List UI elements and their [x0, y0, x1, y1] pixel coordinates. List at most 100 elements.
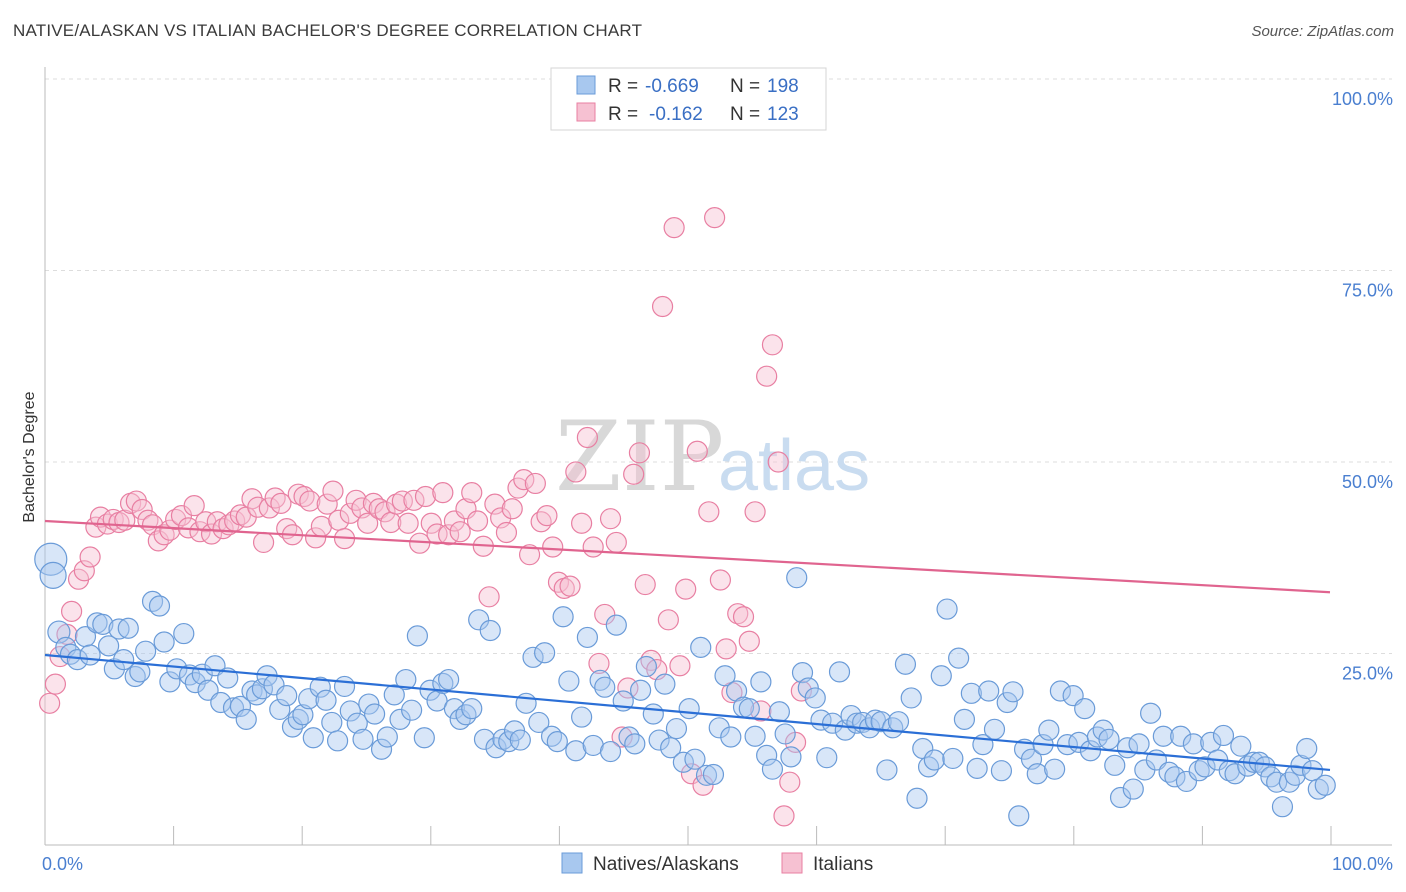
y-tick-label: 75.0% [1342, 281, 1393, 301]
italians-point [651, 295, 674, 318]
natives-point [395, 668, 417, 691]
italians-point [704, 207, 726, 229]
italians-point [623, 463, 645, 485]
bottom-legend: Natives/Alaskans Italians [561, 852, 873, 875]
natives-point [887, 711, 910, 733]
italians-point [530, 511, 552, 533]
italians-point [322, 480, 344, 502]
legend-r-label-1: R = [608, 76, 638, 97]
natives-point [1314, 774, 1336, 796]
natives-point [1278, 771, 1300, 793]
natives-point [870, 711, 892, 733]
natives-point [725, 680, 748, 702]
natives-point [750, 671, 772, 693]
natives-point [1098, 728, 1120, 750]
bottom-legend-natives: Natives/Alaskans [593, 854, 739, 875]
italians-trend-line [44, 519, 1331, 594]
natives-point [1079, 740, 1102, 762]
natives-point [479, 619, 501, 642]
italians-point [779, 771, 801, 793]
natives-point [1002, 681, 1024, 703]
natives-point [389, 708, 411, 730]
italians-point [478, 586, 500, 608]
natives-point [485, 737, 507, 759]
gridlines [45, 78, 1392, 654]
italians-point [611, 726, 633, 748]
natives-point [1188, 760, 1210, 782]
natives-point [522, 646, 544, 668]
natives-point [882, 717, 904, 739]
legend-r-value-1: -0.669 [645, 76, 699, 97]
natives-trend-line [44, 653, 1331, 772]
natives-point [1284, 764, 1306, 786]
series-natives-points [34, 542, 1336, 827]
natives-point [948, 647, 970, 669]
natives-point [302, 727, 324, 749]
italians-point [773, 805, 795, 827]
italians-point [183, 495, 205, 517]
natives-point [246, 684, 268, 706]
natives-point [1049, 680, 1072, 702]
italians-point [39, 692, 61, 714]
natives-point [298, 688, 320, 710]
natives-point [1212, 724, 1235, 747]
natives-point [900, 687, 922, 709]
natives-point [906, 787, 928, 809]
natives-point [774, 723, 796, 745]
italians-point [131, 498, 153, 521]
natives-point [79, 644, 101, 666]
italians-point [495, 521, 518, 544]
natives-point [629, 679, 652, 701]
italians-point [536, 505, 558, 527]
italians-point [588, 652, 610, 675]
italians-point [339, 502, 361, 524]
natives-point [461, 698, 483, 720]
italians-point [761, 334, 784, 356]
bottom-legend-swatch-natives [561, 852, 583, 874]
series-italians-points [39, 207, 812, 827]
italians-point [299, 490, 321, 512]
legend-r-label-2: R = [608, 104, 638, 125]
natives-point [786, 567, 808, 589]
natives-point [235, 708, 257, 730]
natives-point [708, 717, 730, 739]
italians-point [60, 600, 83, 622]
natives-point [98, 635, 120, 657]
natives-point [654, 673, 676, 695]
natives-point [1122, 778, 1144, 800]
natives-point [552, 606, 574, 628]
natives-point [720, 726, 742, 748]
italians-point [767, 451, 789, 473]
y-tick-label: 50.0% [1342, 472, 1393, 492]
natives-point [528, 711, 550, 734]
italians-point [744, 501, 766, 523]
natives-point [665, 717, 688, 740]
natives-point [690, 636, 712, 658]
italians-point [565, 461, 587, 483]
italians-point [258, 497, 280, 519]
natives-point [269, 698, 291, 721]
italians-point [357, 512, 379, 534]
italians-point [165, 508, 187, 531]
italians-point [449, 521, 471, 543]
italians-point [686, 440, 708, 462]
italians-point [247, 496, 269, 518]
italians-point [414, 485, 437, 508]
natives-point [744, 725, 766, 747]
natives-point [990, 760, 1013, 782]
italians-point [403, 489, 425, 511]
natives-point [534, 642, 556, 664]
natives-point [1307, 778, 1329, 800]
natives-point [894, 653, 917, 675]
watermark: ZIP atlas [555, 401, 870, 513]
italians-point [663, 217, 685, 239]
italians-point [675, 578, 697, 600]
natives-point [413, 727, 435, 749]
natives-point [117, 617, 139, 639]
natives-point [702, 763, 725, 786]
natives-point [1170, 725, 1192, 747]
natives-point [1254, 756, 1276, 778]
italians-point [147, 530, 169, 552]
natives-point [936, 598, 958, 620]
chart-title: NATIVE/ALASKAN VS ITALIAN BACHELOR'S DEG… [13, 21, 643, 40]
